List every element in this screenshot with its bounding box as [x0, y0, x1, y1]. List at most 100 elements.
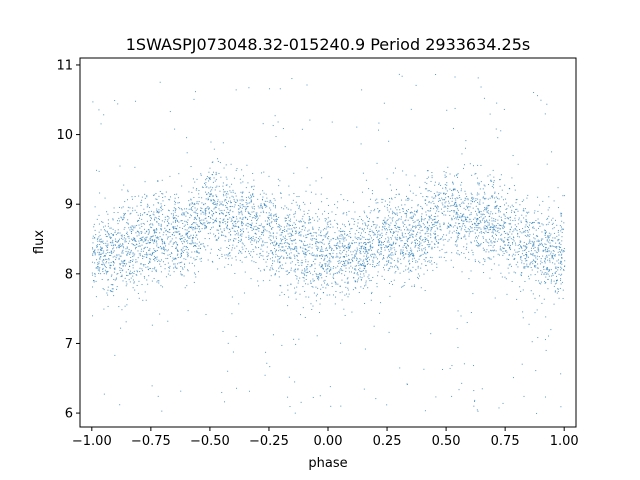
- data-point: [537, 267, 539, 269]
- data-point: [347, 287, 349, 289]
- data-point: [502, 227, 504, 229]
- data-point: [180, 254, 182, 256]
- data-point: [457, 232, 459, 234]
- data-point: [478, 193, 480, 195]
- data-point: [226, 221, 228, 223]
- data-point: [487, 175, 489, 177]
- data-point: [344, 248, 346, 250]
- data-point: [337, 201, 339, 203]
- data-point: [208, 208, 210, 210]
- data-point: [185, 233, 187, 235]
- data-point: [275, 215, 277, 217]
- data-point: [514, 242, 516, 244]
- data-point: [548, 247, 550, 249]
- data-point: [198, 196, 200, 198]
- data-point: [493, 180, 495, 182]
- data-point: [493, 241, 495, 243]
- data-point: [262, 255, 264, 257]
- data-point: [381, 201, 383, 203]
- data-point: [304, 240, 306, 242]
- data-point: [291, 224, 293, 226]
- data-point: [226, 247, 228, 249]
- data-point: [150, 218, 152, 220]
- data-point: [301, 262, 303, 264]
- data-point: [141, 255, 143, 257]
- data-point: [522, 250, 524, 252]
- data-point: [437, 215, 439, 217]
- data-point: [166, 238, 168, 240]
- data-point: [352, 260, 354, 262]
- data-point: [521, 232, 523, 234]
- data-point: [371, 291, 373, 293]
- data-point: [241, 246, 243, 248]
- data-point: [129, 272, 131, 274]
- data-point: [114, 267, 116, 269]
- data-point: [364, 348, 366, 350]
- data-point: [237, 226, 239, 228]
- data-point: [146, 220, 148, 222]
- data-point: [513, 258, 515, 260]
- data-point: [239, 235, 241, 237]
- data-point: [138, 297, 140, 299]
- data-point: [208, 211, 210, 213]
- data-point: [348, 249, 350, 251]
- data-point: [342, 213, 344, 215]
- data-point: [194, 181, 196, 183]
- data-point: [454, 188, 456, 190]
- data-point: [251, 217, 253, 219]
- data-point: [157, 260, 159, 262]
- data-point: [273, 237, 275, 239]
- data-point: [273, 219, 275, 221]
- data-point: [208, 187, 210, 189]
- data-point: [181, 267, 183, 269]
- data-point: [428, 246, 430, 248]
- data-point: [417, 244, 419, 246]
- data-point: [367, 249, 369, 251]
- data-point: [173, 227, 175, 229]
- data-point: [504, 244, 506, 246]
- data-point: [488, 257, 490, 259]
- data-point: [466, 221, 468, 223]
- data-point: [271, 227, 273, 229]
- data-point: [152, 252, 154, 254]
- data-point: [459, 233, 461, 235]
- data-point: [401, 204, 403, 206]
- data-point: [137, 245, 139, 247]
- data-point: [541, 223, 543, 225]
- data-point: [477, 242, 479, 244]
- data-point: [544, 396, 546, 398]
- data-point: [127, 191, 129, 193]
- data-point: [187, 256, 189, 258]
- data-point: [372, 259, 374, 261]
- data-point: [352, 239, 354, 241]
- data-point: [152, 213, 154, 215]
- data-point: [437, 206, 439, 208]
- data-point: [404, 256, 406, 258]
- data-point: [335, 256, 337, 258]
- data-point: [209, 232, 211, 234]
- data-point: [526, 246, 528, 248]
- data-point: [163, 248, 165, 250]
- data-point: [257, 241, 259, 243]
- data-point: [210, 193, 212, 195]
- data-point: [99, 192, 101, 194]
- data-point: [559, 263, 561, 265]
- data-point: [389, 224, 391, 226]
- data-point: [357, 262, 359, 264]
- data-point: [542, 200, 544, 202]
- data-point: [470, 270, 472, 272]
- data-point: [204, 218, 206, 220]
- data-point: [338, 262, 340, 264]
- data-point: [260, 205, 262, 207]
- data-point: [146, 213, 148, 215]
- data-point: [488, 215, 490, 217]
- data-point: [179, 208, 181, 210]
- data-point: [276, 218, 278, 220]
- data-point: [413, 213, 415, 215]
- data-point: [550, 233, 552, 235]
- data-point: [185, 246, 187, 248]
- data-point: [294, 287, 296, 289]
- data-point: [292, 199, 294, 201]
- data-point: [250, 254, 252, 256]
- data-point: [196, 243, 198, 245]
